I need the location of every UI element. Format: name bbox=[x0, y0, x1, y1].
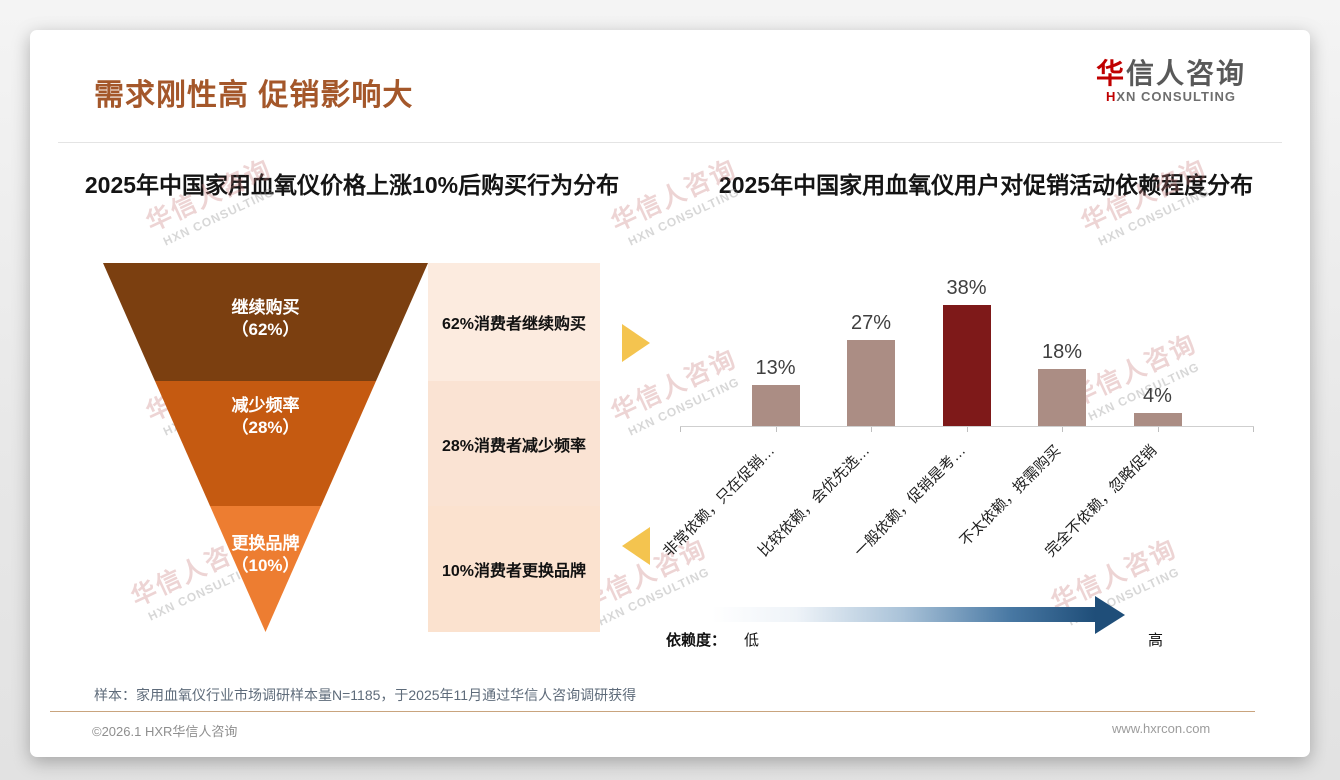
annotation-reduce: 28%消费者减少频率 bbox=[428, 381, 600, 506]
axis-tick bbox=[680, 427, 681, 432]
dependency-arrowhead-icon bbox=[1095, 596, 1125, 634]
bar-not-dependent: 4% bbox=[1133, 385, 1182, 426]
website-text: www.hxrcon.com bbox=[1112, 721, 1211, 736]
funnel-annotations: 62%消费者继续购买 28%消费者减少频率 10%消费者更换品牌 bbox=[428, 263, 600, 632]
annotation-continue: 62%消费者继续购买 bbox=[428, 263, 600, 381]
logo-accent-char: 华 bbox=[1095, 58, 1126, 89]
logo-tagline: HXN CONSULTING bbox=[1096, 89, 1246, 105]
funnel-stage-continue bbox=[103, 263, 428, 381]
bar-value-label: 27% bbox=[850, 312, 892, 334]
sample-note: 样本：家用血氧仪行业市场调研样本量N=1185，于2025年11月通过华信人咨询… bbox=[94, 687, 637, 703]
dependency-low-label: 低 bbox=[744, 632, 760, 649]
bar-chart-title: 2025年中国家用血氧仪用户对促销活动依赖程度分布 bbox=[718, 172, 1254, 198]
bar-less-dependent: 18% bbox=[1038, 341, 1086, 426]
footer-divider bbox=[50, 711, 1255, 712]
bar-value-label: 4% bbox=[1143, 385, 1172, 407]
funnel-chart: 继续购买 （62%） 减少频率 （28%） 更换品牌 （10%） bbox=[103, 263, 428, 632]
funnel-labels: 继续购买 （62%） 减少频率 （28%） 更换品牌 （10%） bbox=[103, 263, 428, 632]
funnel-label-reduce: 减少频率 （28%） bbox=[231, 396, 300, 438]
bar-value-label: 38% bbox=[946, 277, 987, 299]
bar-chart: 13% 27% 38% 18% 4% 非常依赖，只在促销… 比较依赖，会优先选…… bbox=[660, 270, 1254, 560]
company-logo: 华信人咨询 HXN CONSULTING bbox=[1096, 58, 1246, 105]
axis-tick bbox=[871, 427, 872, 432]
bar-value-label: 13% bbox=[755, 357, 796, 379]
logo-name: 信人咨询 bbox=[1125, 58, 1246, 89]
logo-chinese: 华信人咨询 bbox=[1096, 58, 1246, 90]
bar-moderately-dependent: 38% bbox=[942, 277, 991, 426]
bar-very-dependent: 13% bbox=[751, 357, 800, 426]
axis-tick bbox=[1157, 427, 1159, 432]
header-divider bbox=[58, 142, 1282, 143]
dependency-legend-label: 依赖度： bbox=[666, 632, 727, 649]
logo-tagline-accent: H bbox=[1105, 89, 1117, 105]
dependency-high-label: 高 bbox=[1148, 632, 1164, 649]
slide-card: 华信人咨询 HXN CONSULTING 华信人咨询 HXN CONSULTIN… bbox=[30, 30, 1310, 757]
x-label-less-dependent: 不太依赖，按需购买 bbox=[957, 442, 1065, 550]
funnel-label-continue: 继续购买 （62%） bbox=[231, 298, 300, 340]
copyright-text: ©2026.1 HXR华信人咨询 bbox=[92, 724, 238, 739]
annotation-switch: 10%消费者更换品牌 bbox=[428, 506, 600, 632]
bar-value-label: 18% bbox=[1041, 341, 1083, 363]
page-title: 需求刚性高 促销影响大 bbox=[94, 79, 414, 112]
x-axis bbox=[680, 426, 1254, 427]
axis-tick bbox=[966, 427, 968, 432]
logo-tagline-rest: XN CONSULTING bbox=[1116, 89, 1236, 105]
dependency-gradient-bar bbox=[712, 607, 1095, 622]
funnel-label-switch: 更换品牌 （10%） bbox=[231, 534, 300, 576]
axis-tick bbox=[1253, 427, 1254, 432]
arrow-left-icon bbox=[622, 527, 650, 565]
axis-tick bbox=[1062, 427, 1063, 432]
arrow-right-icon bbox=[622, 324, 650, 362]
bar-fairly-dependent: 27% bbox=[847, 312, 895, 426]
axis-tick bbox=[775, 427, 777, 432]
funnel-chart-title: 2025年中国家用血氧仪价格上涨10%后购买行为分布 bbox=[84, 172, 620, 198]
